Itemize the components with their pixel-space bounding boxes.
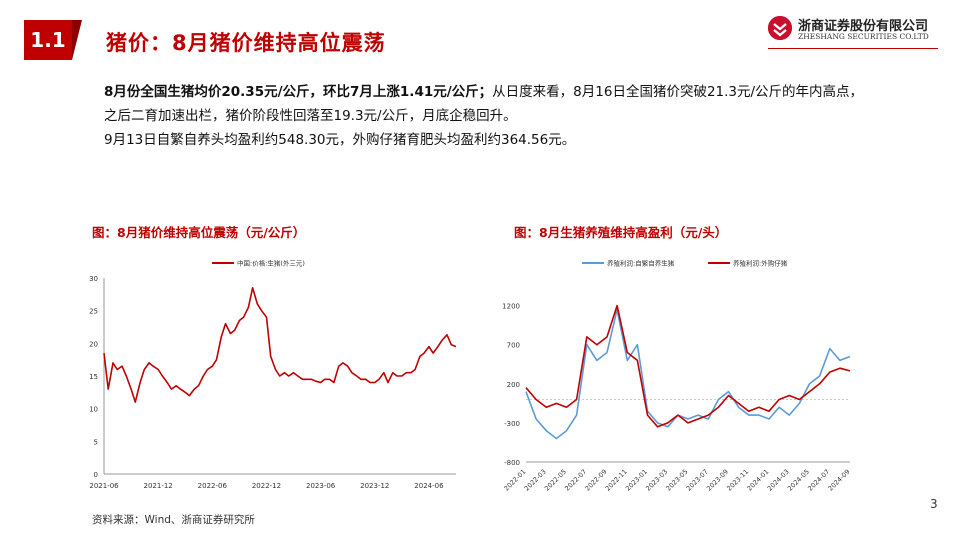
x-tick-label: 2023-12 <box>360 482 389 490</box>
series-line-1 <box>525 308 851 440</box>
zheshang-logo-icon <box>768 16 792 40</box>
logo-name-cn: 浙商证券股份有限公司 <box>798 19 929 34</box>
page-title: 猪价：8月猪价维持高位震荡 <box>106 31 386 55</box>
left-chart-caption: 图：8月猪价维持高位震荡（元/公斤） <box>92 225 306 240</box>
x-tick-label: 2021-06 <box>89 482 119 490</box>
paragraph-1: 8月份全国生猪均价20.35元/公斤，环比7月上涨1.41元/公斤；从日度来看，… <box>104 80 864 128</box>
y-tick-label: -800 <box>504 459 520 467</box>
series-line-2 <box>525 304 851 428</box>
section-number: 1.1 <box>30 28 66 52</box>
y-tick-label: 30 <box>89 275 98 283</box>
company-logo: 浙商证券股份有限公司 ZHESHANG SECURITIES CO.LTD <box>768 14 938 44</box>
y-tick-label: 700 <box>507 342 520 350</box>
x-tick-label: 2021-12 <box>144 482 173 490</box>
y-tick-label: 200 <box>507 381 520 389</box>
data-source: 资料来源：Wind、浙商证券研究所 <box>92 514 255 526</box>
summary-text: 8月份全国生猪均价20.35元/公斤，环比7月上涨1.41元/公斤；从日度来看，… <box>104 80 864 152</box>
y-tick-label: 5 <box>94 438 98 446</box>
logo-underline <box>768 48 938 49</box>
paragraph-2: 9月13日自繁自养头均盈利约548.30元，外购仔猪育肥头均盈利约364.56元… <box>104 132 576 148</box>
y-tick-label: 25 <box>89 308 98 316</box>
x-tick-label: 2022-12 <box>252 482 281 490</box>
y-tick-label: 1200 <box>502 303 520 311</box>
paragraph-1-rest: 从日度来看，8月16日全国猪价突破21.3元/公斤的年内高点，之后二育加速出栏，… <box>104 84 864 124</box>
pig-price-chart: 0 5 10 15 20 25 30 2021-06 2021-12 2022-06 2022-12… <box>89 259 457 490</box>
legend-label-1: 养殖利润:自繁自养生猪 <box>607 259 675 268</box>
paragraph-1-bold: 8月份全国生猪均价20.35元/公斤，环比7月上涨1.41元/公斤； <box>104 84 493 100</box>
legend-label-2: 养殖利润:外购仔猪 <box>733 259 788 268</box>
right-chart-caption: 图：8月生猪养殖维持高盈利（元/头） <box>514 225 728 240</box>
y-tick-label: 0 <box>94 471 98 479</box>
y-tick-label: 20 <box>89 340 98 348</box>
x-tick-label: 2024-06 <box>414 482 444 490</box>
badge-shadow <box>72 20 82 60</box>
y-tick-label: 15 <box>89 373 98 381</box>
legend-label-1: 中国:价格:生猪(外三元) <box>237 259 305 268</box>
logo-name-en: ZHESHANG SECURITIES CO.LTD <box>798 32 929 41</box>
x-tick-label: 2023-06 <box>306 482 336 490</box>
x-tick-label: 2024-09 <box>827 468 852 493</box>
section-number-badge: 1.1 <box>24 20 72 60</box>
y-tick-label: -300 <box>504 420 520 428</box>
series-line-1 <box>103 286 457 403</box>
y-tick-label: 10 <box>89 406 98 414</box>
x-tick-label: 2022-06 <box>198 482 228 490</box>
page-number: 3 <box>930 497 938 511</box>
pig-profit-chart: 1200700200-300-8002022-012022-032022-052… <box>502 259 852 493</box>
